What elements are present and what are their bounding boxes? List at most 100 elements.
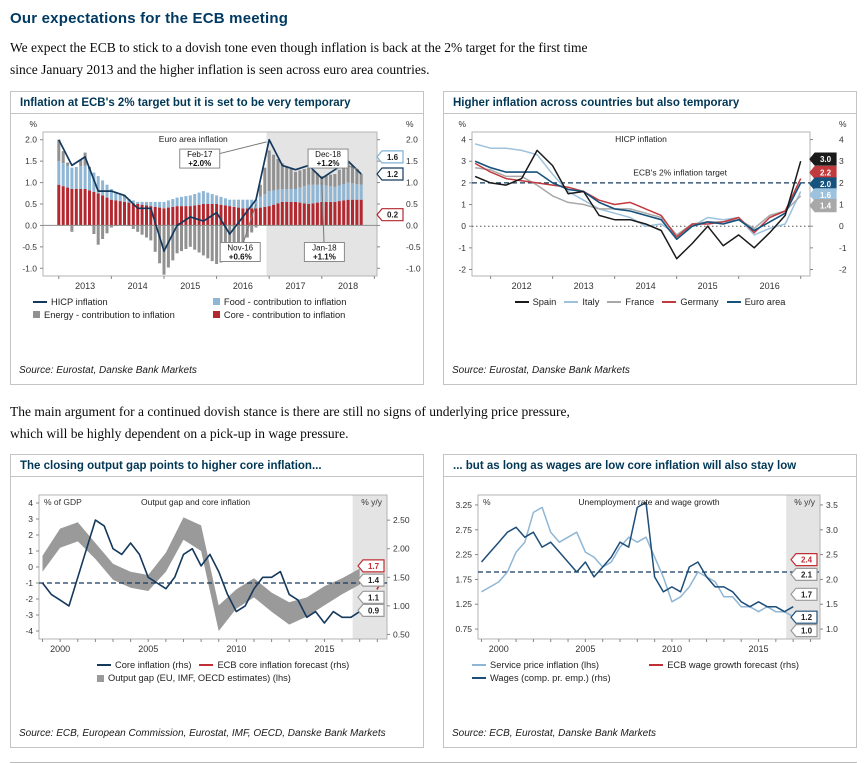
bar-energy	[188, 225, 192, 247]
bar-energy	[355, 169, 359, 184]
bar-energy	[342, 165, 346, 184]
axis-label: -0.5	[406, 242, 421, 252]
bar-core	[118, 200, 122, 226]
bar-food	[123, 197, 126, 202]
callout-value: 1.4	[368, 577, 380, 586]
bar-food	[337, 185, 341, 201]
bar-core	[175, 205, 179, 226]
bar-energy	[232, 225, 236, 254]
legend-item: HICP inflation	[33, 297, 205, 307]
legend-item: ECB core inflation forecast (rhs)	[199, 660, 349, 670]
bar-energy	[241, 225, 245, 243]
line-swatch-icon	[726, 300, 741, 303]
bar-energy	[237, 225, 240, 249]
bar-core	[114, 200, 118, 226]
axis-label: 2.50	[393, 516, 410, 526]
bar-core	[171, 206, 175, 226]
bar-core	[136, 203, 140, 226]
plot-frame	[38, 494, 388, 640]
line-swatch-icon	[649, 664, 664, 667]
bar-food	[166, 200, 170, 208]
axis-label: 0.0	[406, 220, 418, 230]
bar-food	[298, 187, 302, 203]
chart-legend: Service price inflation (lhs) ECB wage gr…	[444, 657, 856, 683]
bar-core	[351, 199, 354, 226]
legend-item: Core - contribution to inflation	[212, 310, 385, 320]
axis-label: 0.50	[393, 630, 410, 640]
annotation-text: Jan-18	[312, 243, 337, 252]
x-axis-label: 2015	[698, 281, 718, 291]
x-axis-label: 2017	[285, 281, 305, 291]
chart-output-gap: The closing output gap points to higher …	[10, 454, 424, 749]
axis-unit-label: %	[458, 119, 466, 129]
axis-label: -2	[839, 264, 847, 274]
axis-label: 3.25	[455, 500, 472, 510]
bar-core	[219, 204, 223, 226]
annotation-text: Nov-16	[227, 243, 253, 252]
callout-value: 0.9	[368, 607, 380, 616]
chart-wages: ... but as long as wages are low core in…	[443, 454, 857, 749]
bar-food	[219, 196, 223, 205]
axis-label: 2.25	[455, 550, 472, 560]
axis-label: -4	[25, 626, 33, 636]
chart-title: ... but as long as wages are low core in…	[444, 455, 856, 478]
box-swatch-icon	[97, 674, 104, 682]
bar-food	[351, 183, 354, 200]
bar-core	[158, 207, 162, 226]
bar-core	[193, 205, 197, 226]
value-callout	[357, 604, 385, 618]
bar-energy	[311, 170, 315, 185]
axis-label: 0.5	[25, 199, 37, 209]
bar-core	[109, 199, 113, 226]
bar-core	[302, 203, 306, 226]
axis-label: 2.0	[25, 134, 37, 144]
legend-item: Energy - contribution to inflation	[33, 310, 205, 320]
bar-energy	[258, 184, 262, 197]
bar-core	[123, 201, 126, 226]
axis-unit-label: %	[406, 119, 414, 129]
bar-core	[359, 199, 363, 226]
bar-food	[109, 188, 113, 200]
series-service-price-inflation	[481, 507, 794, 618]
charts-row-bottom: The closing output gap points to higher …	[10, 454, 857, 749]
bar-core	[145, 205, 148, 226]
legend-label: Germany	[680, 296, 719, 307]
bar-food	[66, 165, 70, 188]
euro-area-inflation-plot: 2.0 1.5 1.0 0.5 0.0 -0.5 -1.0% 2.0 1.5 1.0 0.5 0.0 -…	[22, 119, 421, 291]
callout-value: 0.2	[387, 210, 399, 219]
bar-food	[158, 201, 162, 208]
bar-food	[96, 175, 100, 193]
bar-energy	[166, 225, 170, 268]
bar-food	[188, 195, 192, 206]
bar-energy	[136, 225, 140, 232]
body-paragraph: The main argument for a continued dovish…	[10, 403, 570, 441]
legend-item: Service price inflation (lhs)	[472, 660, 641, 670]
band-output-gap	[42, 517, 360, 632]
bar-energy	[272, 154, 276, 191]
bar-food	[241, 199, 245, 209]
axis-label: 3	[461, 156, 466, 166]
axis-label: 1.50	[393, 573, 410, 583]
axis-label: 1	[839, 199, 844, 209]
page-title: Our expectations for the ECB meeting	[10, 10, 289, 27]
axis-label: 2	[28, 530, 33, 540]
value-callout	[376, 150, 404, 164]
bar-core	[79, 188, 83, 226]
axis-label: -1	[25, 578, 33, 588]
bar-energy	[197, 225, 201, 253]
bar-core	[127, 202, 131, 226]
axis-label: 2	[461, 178, 466, 188]
value-callout	[357, 591, 385, 605]
bar-energy	[329, 174, 333, 186]
x-axis-label: 2013	[574, 281, 594, 291]
bar-food	[180, 196, 183, 206]
legend-label: Service price inflation (lhs)	[490, 660, 600, 671]
bar-food	[131, 200, 135, 204]
bar-energy	[250, 225, 254, 233]
bar-energy	[263, 167, 267, 194]
chart-source: Source: ECB, European Commission, Eurost…	[19, 728, 386, 740]
legend-item: Spain	[514, 297, 556, 307]
x-axis-label: 2016	[233, 281, 253, 291]
legend-label: France	[625, 296, 655, 307]
axis-label: 1.5	[406, 156, 418, 166]
